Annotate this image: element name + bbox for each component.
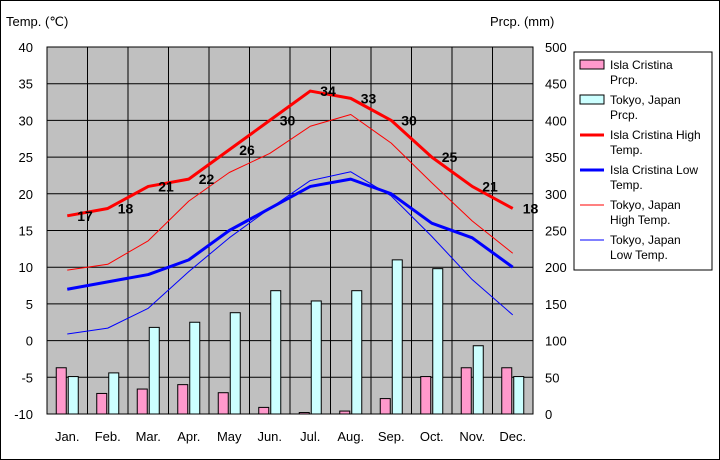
y-left-tick-label: 10 [19,260,33,275]
series-line [66,177,514,291]
precip-bar [229,312,241,415]
y-left-tick-label: 35 [19,77,33,92]
data-label: 22 [199,171,215,187]
legend-label: Tokyo, Japan [610,198,681,212]
x-tick-label: Apr. [177,429,200,444]
precip-bar [339,410,351,415]
legend-label: Prcp. [610,108,638,122]
precip-bar [432,268,444,415]
legend-label: Low Temp. [610,248,668,262]
y-right-tick-label: 300 [545,187,567,202]
left-y-axis: -10 -5 0 5 10 15 20 25 30 35 40 [14,40,33,422]
x-tick-label: Jan. [55,429,80,444]
x-tick-label: Oct. [420,429,444,444]
x-tick-label: Feb. [95,429,121,444]
x-tick-label: May [217,429,242,444]
precip-bar [96,392,108,415]
x-tick-label: Aug. [337,429,364,444]
series-line [67,114,514,271]
precip-bar [391,259,403,415]
series-line [66,89,514,218]
precip-bar [189,321,201,415]
precip-bar [513,376,525,415]
precip-bar [460,367,472,415]
x-tick-label: Dec. [499,429,526,444]
y-left-tick-label: -5 [21,370,33,385]
y-left-tick-label: 40 [19,40,33,55]
y-left-tick-label: -10 [14,407,33,422]
left-axis-title: Temp. (℃) [6,14,68,29]
data-label: 30 [401,112,417,128]
y-left-tick-label: 20 [19,187,33,202]
x-tick-label: Sep. [378,429,405,444]
data-label: 25 [442,149,458,165]
y-right-tick-label: 400 [545,113,567,128]
precipitation-bars [55,259,525,415]
right-axis-title: Prcp. (mm) [490,14,554,29]
data-label: 21 [482,178,498,194]
precip-bar [270,290,282,415]
precip-bar [55,367,67,415]
data-label: 30 [280,112,296,128]
legend-swatch [579,94,605,105]
data-label: 26 [239,142,255,158]
y-right-tick-label: 500 [545,40,567,55]
y-right-tick-label: 100 [545,334,567,349]
data-label: 18 [523,200,539,216]
right-y-axis: 0 50 100 150 200 250 300 350 400 450 500 [545,40,567,422]
data-labels: 17 18 21 22 26 30 34 33 30 25 21 18 [77,83,538,224]
data-label: 18 [118,200,134,216]
data-label: 34 [320,83,336,99]
data-label: 17 [77,208,93,224]
precip-bar [108,372,120,415]
precip-bar [258,406,270,415]
precip-bar [298,412,310,415]
precip-bar [472,345,484,415]
series-line [67,171,514,335]
precip-bar [148,326,160,415]
y-right-tick-label: 150 [545,297,567,312]
y-right-tick-label: 450 [545,77,567,92]
temperature-lines [66,89,514,335]
data-label: 21 [158,178,174,194]
precip-bar [217,392,229,415]
precip-bar [379,398,391,415]
y-right-tick-label: 50 [545,370,559,385]
data-label: 33 [361,90,377,106]
precip-bar [420,376,432,415]
x-tick-label: Mar. [136,429,161,444]
precip-bar [177,384,189,415]
legend-label: Tokyo, Japan [610,233,681,247]
legend-swatch [579,59,605,70]
legend-label: Tokyo, Japan [610,93,681,107]
legend-label: Isla Cristina High [610,128,701,142]
legend-label: Isla Cristina Low [610,163,698,177]
y-left-tick-label: 30 [19,113,33,128]
x-tick-label: Nov. [459,429,485,444]
y-left-tick-label: 25 [19,150,33,165]
legend-label: High Temp. [610,213,670,227]
precip-bar [351,290,363,415]
legend-label: Isla Cristina [610,58,673,72]
x-tick-label: Jun. [257,429,282,444]
y-right-tick-label: 0 [545,407,552,422]
precip-bar [136,388,148,415]
legend-label: Temp. [610,178,643,192]
y-left-tick-label: 15 [19,224,33,239]
precip-bar [310,300,322,415]
y-right-tick-label: 200 [545,260,567,275]
y-right-tick-label: 350 [545,150,567,165]
y-left-tick-label: 5 [26,297,33,312]
legend-box [573,51,713,271]
x-axis: Jan. Feb. Mar. Apr. May Jun. Jul. Aug. Sep. Oct. N… [55,429,526,444]
precip-bar [67,376,79,415]
precip-bar [501,367,513,415]
x-tick-label: Jul. [300,429,320,444]
legend-label: Temp. [610,143,643,157]
y-right-tick-label: 250 [545,224,567,239]
legend-label: Prcp. [610,73,638,87]
y-left-tick-label: 0 [26,334,33,349]
